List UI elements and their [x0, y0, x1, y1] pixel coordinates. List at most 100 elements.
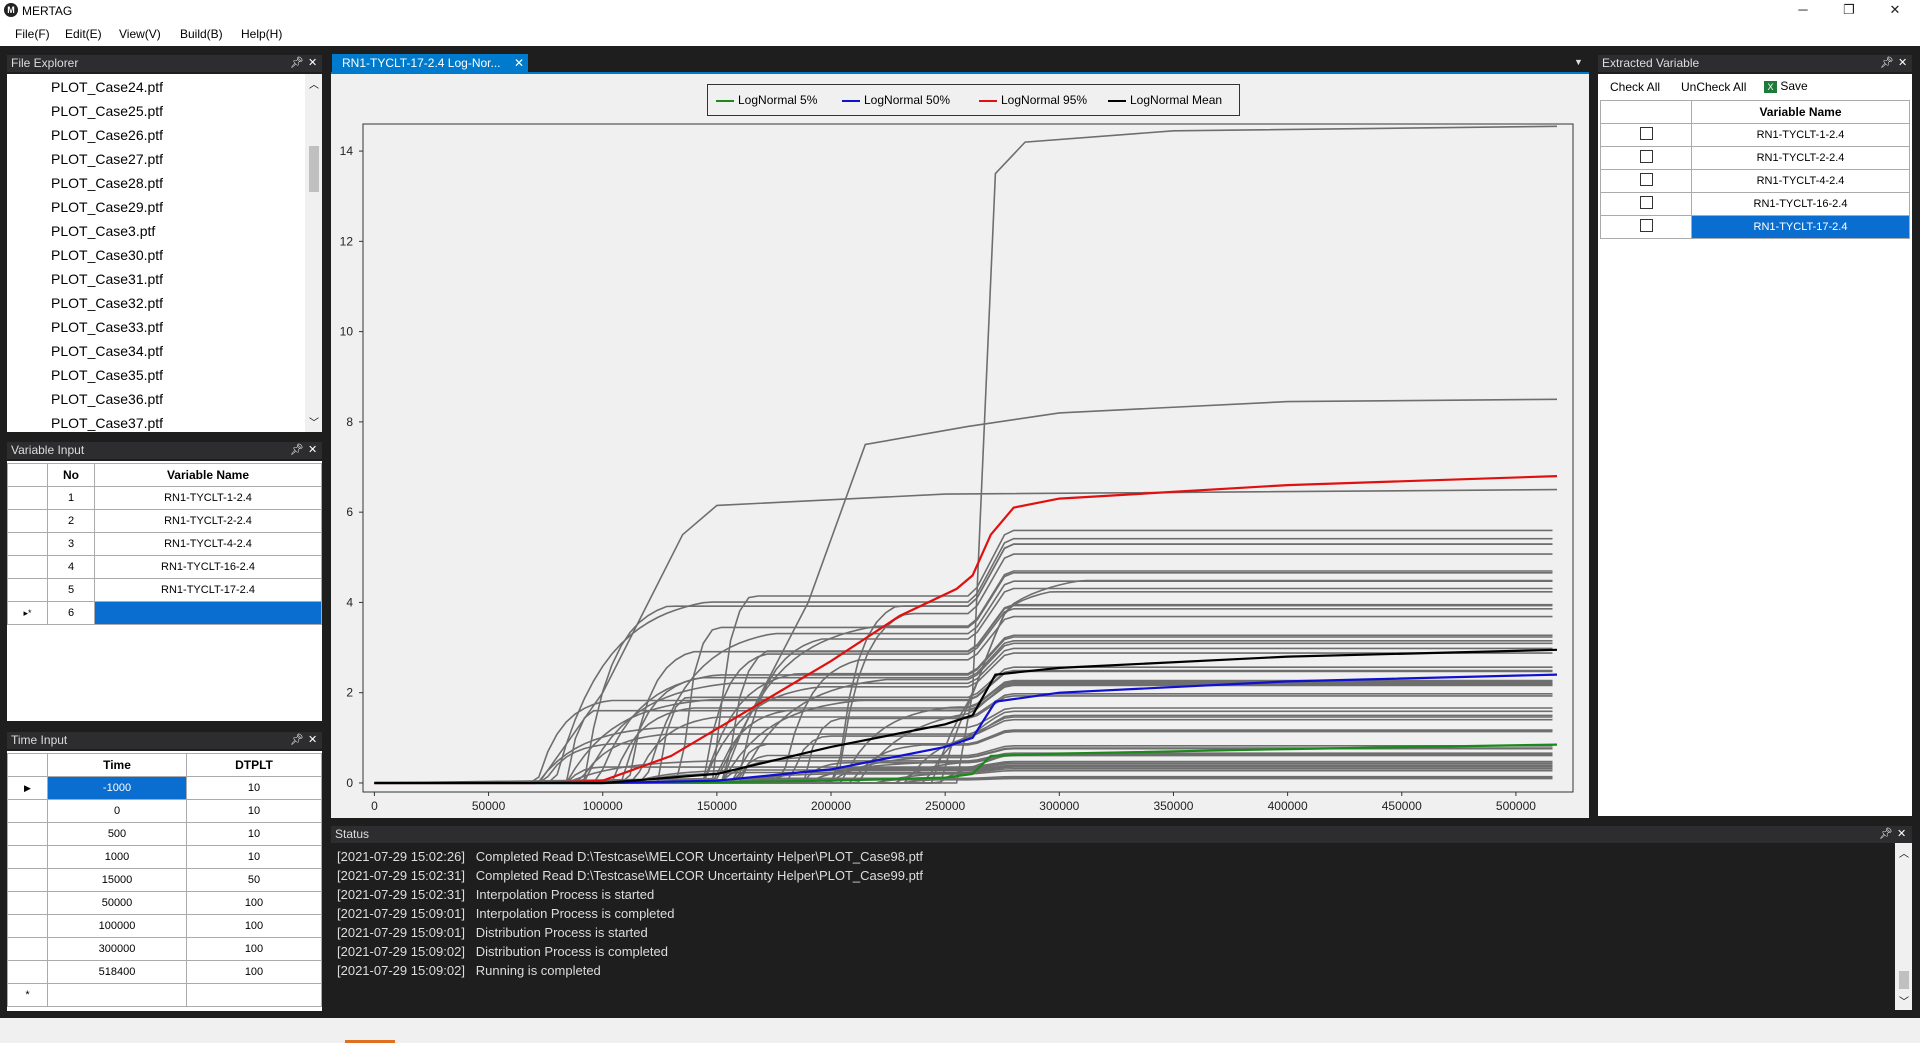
- file-item[interactable]: PLOT_Case34.ptf: [51, 343, 164, 359]
- row-dtplt[interactable]: 50: [186, 868, 322, 892]
- row-no[interactable]: 5: [47, 578, 95, 602]
- row-no[interactable]: 3: [47, 532, 95, 556]
- row-no[interactable]: 4: [47, 555, 95, 579]
- new-row[interactable]: *: [7, 983, 322, 1007]
- row-dtplt[interactable]: 100: [186, 914, 322, 938]
- table-row[interactable]: 0 10: [7, 799, 322, 823]
- column-header-variable-name[interactable]: Variable Name: [94, 463, 322, 487]
- file-item[interactable]: PLOT_Case27.ptf: [51, 151, 164, 167]
- tab-close-icon[interactable]: ✕: [514, 56, 525, 70]
- table-row[interactable]: RN1-TYCLT-17-2.4: [1600, 215, 1910, 239]
- file-item[interactable]: PLOT_Case29.ptf: [51, 199, 164, 215]
- maximize-button[interactable]: ❐: [1843, 2, 1855, 17]
- menu-build[interactable]: Build(B): [180, 27, 223, 41]
- pin-icon[interactable]: 📌︎: [290, 57, 304, 69]
- scroll-down-icon[interactable]: ﹀: [1899, 997, 1909, 1008]
- table-row[interactable]: RN1-TYCLT-1-2.4: [1600, 123, 1910, 147]
- table-row[interactable]: 500 10: [7, 822, 322, 846]
- tab-dropdown-icon[interactable]: ▼: [1574, 57, 1583, 67]
- table-row[interactable]: 518400 100: [7, 960, 322, 984]
- row-variable-name[interactable]: RN1-TYCLT-4-2.4: [1691, 169, 1910, 193]
- file-item[interactable]: PLOT_Case37.ptf: [51, 415, 164, 431]
- table-row[interactable]: 300000 100: [7, 937, 322, 961]
- menu-file[interactable]: File(F): [15, 27, 50, 41]
- row-checkbox-cell[interactable]: [1600, 169, 1692, 193]
- file-item[interactable]: PLOT_Case31.ptf: [51, 271, 164, 287]
- row-variable-name[interactable]: RN1-TYCLT-4-2.4: [94, 532, 322, 556]
- row-variable-name[interactable]: RN1-TYCLT-1-2.4: [94, 486, 322, 510]
- table-row[interactable]: 2 RN1-TYCLT-2-2.4: [7, 509, 322, 533]
- file-item[interactable]: PLOT_Case32.ptf: [51, 295, 164, 311]
- checkbox[interactable]: [1639, 173, 1653, 186]
- close-icon[interactable]: ✕: [1898, 57, 1908, 69]
- row-variable-name[interactable]: RN1-TYCLT-1-2.4: [1691, 123, 1910, 147]
- status-scrollbar[interactable]: ︿ ﹀: [1895, 843, 1912, 1010]
- row-time[interactable]: 1000: [47, 845, 187, 869]
- row-dtplt[interactable]: 100: [186, 960, 322, 984]
- table-row[interactable]: RN1-TYCLT-16-2.4: [1600, 192, 1910, 216]
- row-variable-name[interactable]: RN1-TYCLT-16-2.4: [94, 555, 322, 579]
- row-variable-name[interactable]: RN1-TYCLT-2-2.4: [1691, 146, 1910, 170]
- row-variable-name[interactable]: RN1-TYCLT-16-2.4: [1691, 192, 1910, 216]
- new-row-dtplt-cell[interactable]: [186, 983, 322, 1007]
- column-header-no[interactable]: No: [47, 463, 95, 487]
- checkbox[interactable]: [1639, 196, 1653, 209]
- table-row[interactable]: 1 RN1-TYCLT-1-2.4: [7, 486, 322, 510]
- column-header-time[interactable]: Time: [47, 753, 187, 777]
- row-no[interactable]: 2: [47, 509, 95, 533]
- row-dtplt[interactable]: 10: [186, 799, 322, 823]
- row-time[interactable]: 100000: [47, 914, 187, 938]
- file-item[interactable]: PLOT_Case28.ptf: [51, 175, 164, 191]
- table-row[interactable]: 100000 100: [7, 914, 322, 938]
- checkbox[interactable]: [1639, 219, 1653, 232]
- row-time[interactable]: 15000: [47, 868, 187, 892]
- uncheck-all-button[interactable]: UnCheck All: [1681, 80, 1747, 94]
- pin-icon[interactable]: 📌︎: [290, 734, 304, 746]
- column-header-variable-name[interactable]: Variable Name: [1691, 100, 1910, 124]
- file-item[interactable]: PLOT_Case33.ptf: [51, 319, 164, 335]
- new-row-no[interactable]: 6: [47, 601, 95, 625]
- file-item[interactable]: PLOT_Case25.ptf: [51, 103, 164, 119]
- file-item[interactable]: PLOT_Case3.ptf: [51, 223, 156, 239]
- row-checkbox-cell[interactable]: [1600, 215, 1692, 239]
- row-time[interactable]: 500: [47, 822, 187, 846]
- file-explorer-scrollbar[interactable]: ︿ ﹀: [305, 74, 322, 432]
- row-variable-name[interactable]: RN1-TYCLT-17-2.4: [94, 578, 322, 602]
- table-row[interactable]: 15000 50: [7, 868, 322, 892]
- file-item[interactable]: PLOT_Case24.ptf: [51, 79, 164, 95]
- row-checkbox-cell[interactable]: [1600, 192, 1692, 216]
- row-checkbox-cell[interactable]: [1600, 123, 1692, 147]
- close-icon[interactable]: ✕: [308, 57, 318, 69]
- menu-view[interactable]: View(V): [119, 27, 161, 41]
- row-variable-name[interactable]: RN1-TYCLT-17-2.4: [1691, 215, 1910, 239]
- table-row[interactable]: 3 RN1-TYCLT-4-2.4: [7, 532, 322, 556]
- file-item[interactable]: PLOT_Case26.ptf: [51, 127, 164, 143]
- row-time[interactable]: 300000: [47, 937, 187, 961]
- check-all-button[interactable]: Check All: [1610, 80, 1661, 94]
- row-no[interactable]: 1: [47, 486, 95, 510]
- new-row-variable-name-cell[interactable]: [94, 601, 322, 625]
- column-header-dtplt[interactable]: DTPLT: [186, 753, 322, 777]
- row-time[interactable]: 518400: [47, 960, 187, 984]
- menu-edit[interactable]: Edit(E): [65, 27, 102, 41]
- row-time[interactable]: -1000: [47, 776, 187, 800]
- new-row-time-cell[interactable]: [47, 983, 187, 1007]
- scroll-down-icon[interactable]: ﹀: [309, 418, 319, 429]
- scroll-up-icon[interactable]: ︿: [309, 80, 319, 91]
- table-row[interactable]: ▶ -1000 10: [7, 776, 322, 800]
- close-icon[interactable]: ✕: [308, 444, 318, 456]
- row-dtplt[interactable]: 10: [186, 822, 322, 846]
- close-icon[interactable]: ✕: [308, 734, 318, 746]
- checkbox[interactable]: [1639, 127, 1653, 140]
- table-row[interactable]: RN1-TYCLT-4-2.4: [1600, 169, 1910, 193]
- table-row[interactable]: 4 RN1-TYCLT-16-2.4: [7, 555, 322, 579]
- pin-icon[interactable]: 📌︎: [1880, 57, 1894, 69]
- pin-icon[interactable]: 📌︎: [290, 444, 304, 456]
- file-item[interactable]: PLOT_Case35.ptf: [51, 367, 164, 383]
- file-item[interactable]: PLOT_Case36.ptf: [51, 391, 164, 407]
- table-row[interactable]: 50000 100: [7, 891, 322, 915]
- row-dtplt[interactable]: 100: [186, 937, 322, 961]
- new-row[interactable]: ▸* 6: [7, 601, 322, 625]
- file-item[interactable]: PLOT_Case30.ptf: [51, 247, 164, 263]
- row-checkbox-cell[interactable]: [1600, 146, 1692, 170]
